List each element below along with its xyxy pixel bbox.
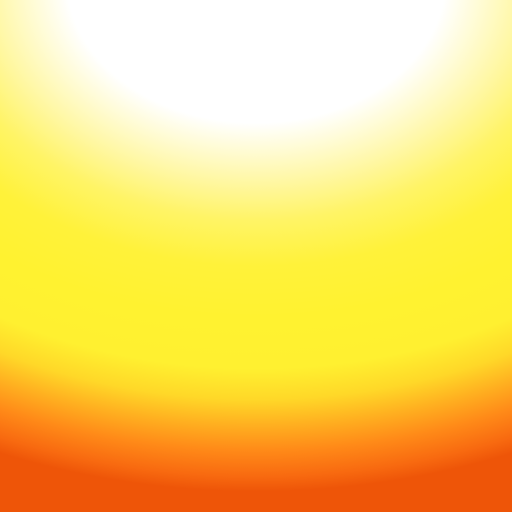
gradient-canvas (0, 0, 512, 512)
radial-glow (0, 0, 512, 512)
